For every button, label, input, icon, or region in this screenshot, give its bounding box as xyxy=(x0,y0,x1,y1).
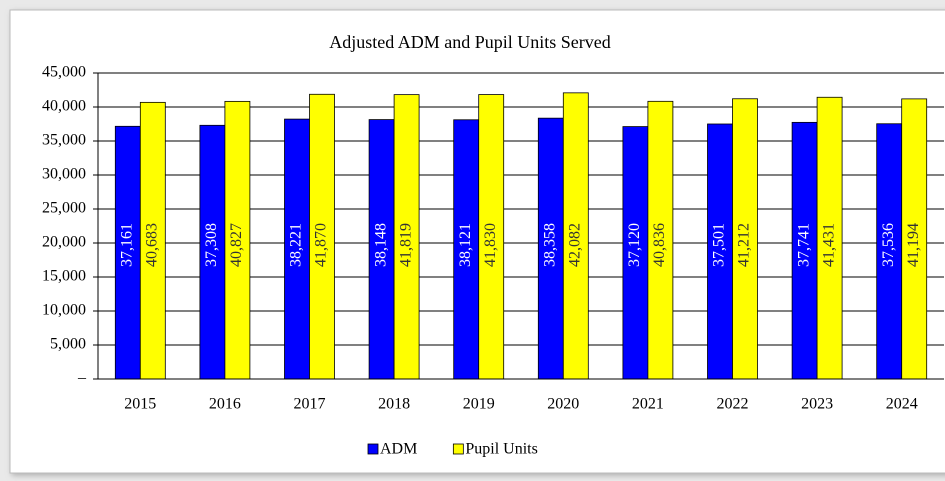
x-tick-label: 2018 xyxy=(378,396,410,413)
value-label: 38,358 xyxy=(541,223,558,267)
bar xyxy=(224,100,251,380)
value-label: 37,120 xyxy=(626,223,643,267)
value-label: 41,212 xyxy=(736,223,753,267)
x-tick-label: 2021 xyxy=(632,396,664,413)
bar xyxy=(707,123,733,380)
bar xyxy=(309,93,335,380)
bar xyxy=(393,94,420,380)
x-tick-label: 2016 xyxy=(209,396,241,413)
value-label: 41,431 xyxy=(820,223,837,267)
value-label: 37,741 xyxy=(795,223,812,267)
value-label: 38,121 xyxy=(457,223,474,267)
x-tick-label: 2022 xyxy=(717,396,749,413)
value-label: 41,870 xyxy=(313,223,330,267)
x-tick-label: 2015 xyxy=(124,396,156,413)
bar xyxy=(732,98,758,380)
legend-label: ADM xyxy=(380,441,417,458)
bar xyxy=(901,98,928,380)
y-tick-label: 15,000 xyxy=(42,268,86,285)
bar xyxy=(622,126,649,380)
y-tick-label: 30,000 xyxy=(42,166,86,183)
y-tick-label: 5,000 xyxy=(50,336,86,353)
y-tick-label: 35,000 xyxy=(42,132,86,149)
bar xyxy=(876,123,903,380)
bar xyxy=(647,100,674,380)
legend-swatch xyxy=(452,443,464,455)
value-label: 40,683 xyxy=(143,223,160,267)
value-label: 41,830 xyxy=(482,223,499,267)
value-label: 37,501 xyxy=(711,223,728,267)
y-tick-label: 45,000 xyxy=(42,64,86,81)
value-label: 38,148 xyxy=(372,223,389,267)
y-tick-label: 40,000 xyxy=(42,98,86,115)
x-tick-label: 2024 xyxy=(886,396,918,413)
value-label: 38,221 xyxy=(288,223,305,267)
bar xyxy=(114,125,141,380)
y-tick-label: 10,000 xyxy=(42,302,86,319)
value-label: 37,308 xyxy=(203,223,220,267)
value-label: 40,827 xyxy=(228,223,245,267)
x-tick-label: 2023 xyxy=(801,396,833,413)
y-tick-label: 25,000 xyxy=(42,200,86,217)
value-label: 42,082 xyxy=(566,223,583,267)
legend-swatch xyxy=(367,443,379,455)
bar xyxy=(368,119,395,380)
value-label: 41,819 xyxy=(397,223,414,267)
bar xyxy=(453,119,480,380)
x-tick-label: 2019 xyxy=(463,396,495,413)
value-label: 37,536 xyxy=(880,223,897,267)
x-tick-label: 2017 xyxy=(294,396,326,413)
y-tick-label: – xyxy=(77,370,87,387)
legend-label: Pupil Units xyxy=(465,441,537,458)
value-label: 37,161 xyxy=(118,223,135,267)
value-label: 40,836 xyxy=(651,223,668,267)
value-label: 41,194 xyxy=(905,223,922,267)
x-tick-label: 2020 xyxy=(547,396,579,413)
bar xyxy=(791,121,818,380)
y-tick-label: 20,000 xyxy=(42,234,86,251)
chart-title: Adjusted ADM and Pupil Units Served xyxy=(329,32,611,52)
